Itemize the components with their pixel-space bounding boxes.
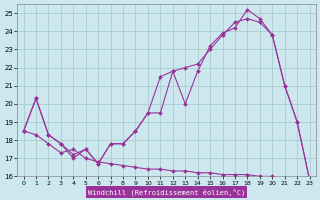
X-axis label: Windchill (Refroidissement éolien,°C): Windchill (Refroidissement éolien,°C)	[88, 188, 245, 196]
